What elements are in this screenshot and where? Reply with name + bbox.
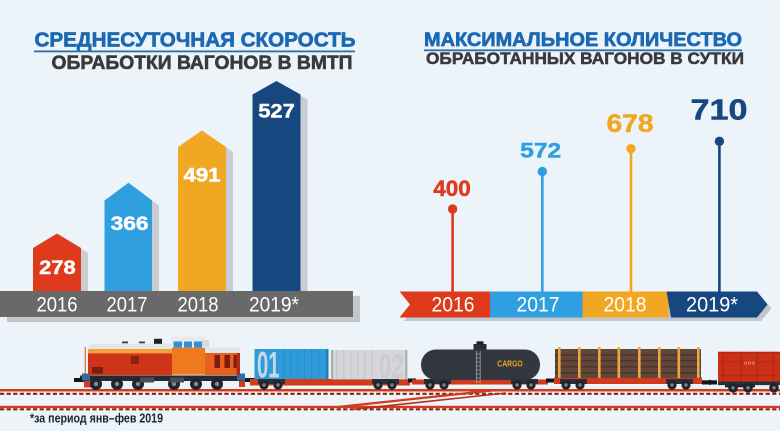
svg-text:01: 01: [257, 345, 280, 386]
svg-text:527: 527: [258, 101, 295, 122]
svg-text:2018: 2018: [178, 293, 219, 317]
svg-text:МАКСИМАЛЬНОЕ КОЛИЧЕСТВО: МАКСИМАЛЬНОЕ КОЛИЧЕСТВО: [424, 29, 742, 51]
svg-text:СРЕДНЕСУТОЧНАЯ СКОРОСТЬ: СРЕДНЕСУТОЧНАЯ СКОРОСТЬ: [35, 29, 356, 52]
svg-text:2019*: 2019*: [249, 293, 300, 317]
svg-text:ОБРАБОТКИ ВАГОНОВ В ВМТП: ОБРАБОТКИ ВАГОНОВ В ВМТП: [52, 53, 353, 74]
svg-text:2018: 2018: [604, 293, 647, 317]
svg-text:2016: 2016: [432, 293, 475, 317]
svg-text:710: 710: [691, 95, 748, 127]
svg-text:278: 278: [39, 258, 76, 279]
svg-text:400: 400: [433, 176, 471, 201]
svg-text:ОБРАБОТАННЫХ ВАГОНОВ В СУТКИ: ОБРАБОТАННЫХ ВАГОНОВ В СУТКИ: [426, 49, 744, 68]
svg-text:366: 366: [111, 214, 149, 235]
svg-text:OOO: OOO: [744, 361, 756, 366]
svg-text:572: 572: [520, 140, 561, 163]
svg-text:2016: 2016: [37, 293, 78, 317]
svg-text:2019*: 2019*: [686, 293, 739, 317]
svg-text:*за период янв–фев 2019: *за период янв–фев 2019: [30, 410, 163, 425]
svg-text:CARGO: CARGO: [497, 359, 523, 369]
svg-text:2017: 2017: [107, 293, 148, 317]
svg-text:2017: 2017: [517, 293, 560, 317]
svg-text:491: 491: [184, 166, 222, 187]
svg-text:678: 678: [607, 110, 654, 138]
